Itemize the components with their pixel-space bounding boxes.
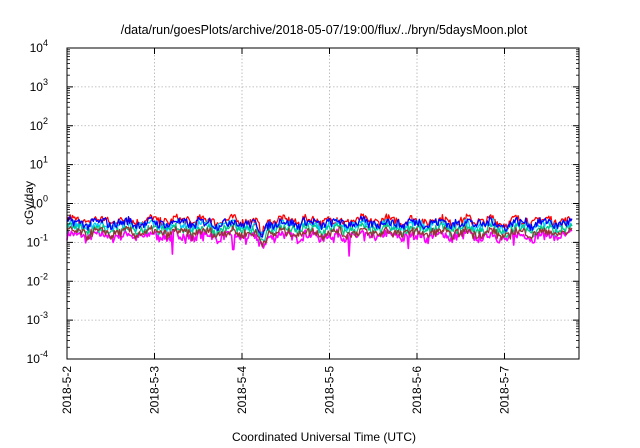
tick-labels: 104 103 102 101 100 10-1 10-2 10-3 10-4 2018-5-2 2…: [27, 38, 512, 414]
y-tick-label: 10-3: [27, 310, 48, 327]
x-tick-label: 2018-5-7: [498, 366, 512, 414]
x-axis-label: Coordinated Universal Time (UTC): [232, 430, 416, 444]
x-tick-label: 2018-5-5: [323, 366, 337, 414]
y-tick-label: 103: [30, 77, 48, 94]
y-tick-label: 100: [30, 194, 48, 211]
ticks: [66, 47, 579, 360]
x-tick-label: 2018-5-2: [60, 366, 74, 414]
series-line: [66, 213, 573, 236]
y-tick-label: 102: [30, 116, 48, 133]
y-tick-label: 10-2: [27, 271, 48, 288]
grid: [67, 48, 579, 359]
series-group: [66, 213, 573, 257]
series-line: [66, 215, 573, 238]
x-tick-label: 2018-5-4: [235, 366, 249, 414]
y-tick-label: 10-4: [27, 349, 48, 366]
y-tick-label: 10-1: [27, 232, 48, 249]
series-line: [66, 228, 573, 257]
y-tick-label: 101: [30, 155, 48, 172]
chart-title: /data/run/goesPlots/archive/2018-05-07/1…: [121, 23, 528, 37]
y-axis-label: cGy/day: [22, 181, 36, 225]
y-tick-label: 104: [30, 38, 48, 55]
x-tick-label: 2018-5-6: [410, 366, 424, 414]
series-line: [66, 225, 573, 248]
x-tick-label: 2018-5-3: [148, 366, 162, 414]
